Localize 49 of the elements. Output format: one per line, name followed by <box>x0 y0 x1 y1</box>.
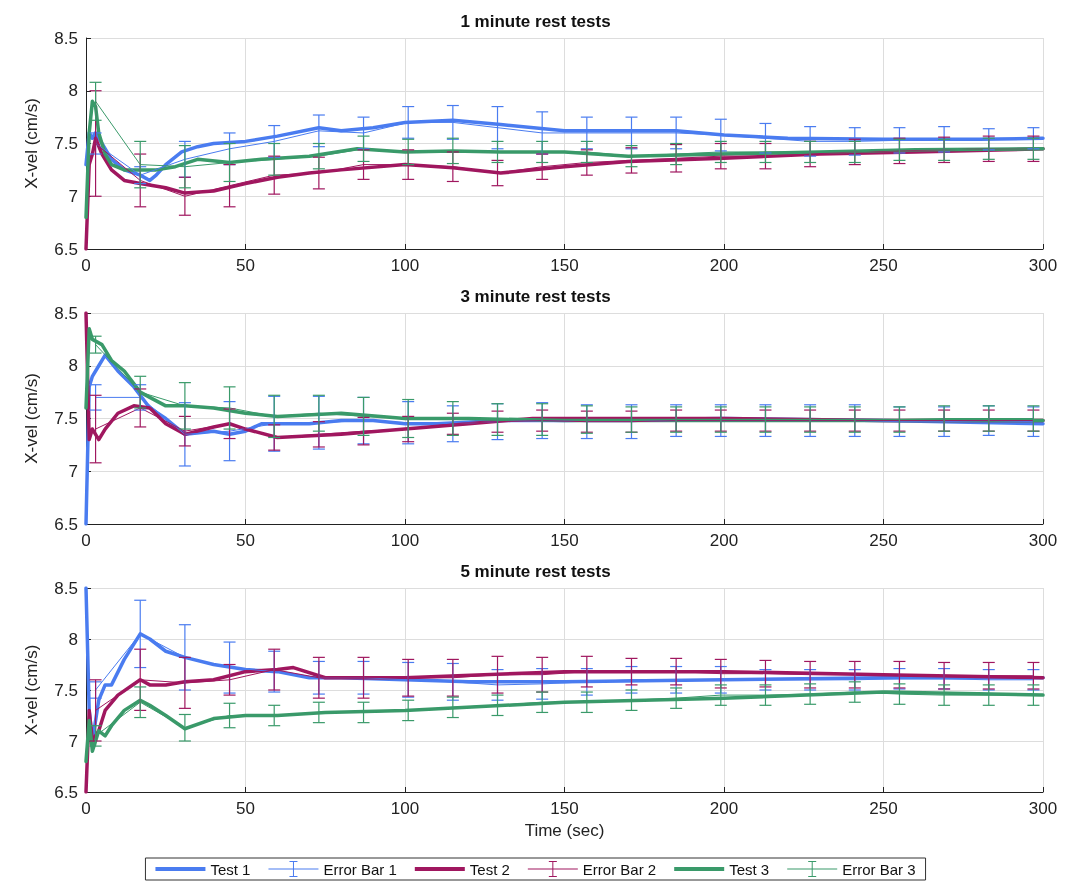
y-axis-title: X-vel (cm/s) <box>22 644 41 736</box>
x-tick-label: 300 <box>1028 799 1058 818</box>
legend-label: Test 3 <box>729 860 770 878</box>
x-tick-label: 100 <box>390 256 420 275</box>
y-tick-label: 7.5 <box>54 409 78 428</box>
x-axis-title: Time (sec) <box>524 820 605 840</box>
y-axis-title: X-vel (cm/s) <box>22 98 41 189</box>
legend-label: Test 2 <box>469 860 510 878</box>
y-tick-label: 7 <box>68 186 78 206</box>
x-tick-label: 250 <box>869 256 898 275</box>
x-tick-label: 200 <box>709 799 739 818</box>
x-tick-label: 100 <box>390 531 420 550</box>
y-axis-title: X-vel (cm/s) <box>22 373 41 464</box>
legend-label: Error Bar 1 <box>323 860 397 878</box>
x-tick-label: 0 <box>81 256 91 275</box>
y-tick-label: 8.5 <box>54 578 78 598</box>
x-tick-label: 200 <box>709 531 739 550</box>
x-tick-label: 150 <box>550 799 579 818</box>
y-tick-label: 6.5 <box>54 782 78 802</box>
x-tick-label: 100 <box>390 799 420 818</box>
y-tick-label: 7 <box>68 731 78 751</box>
y-tick-label: 6.5 <box>54 239 78 259</box>
y-tick-label: 8 <box>68 356 78 376</box>
x-tick-label: 50 <box>236 531 255 550</box>
chart-title: 3 minute rest tests <box>460 287 611 306</box>
y-tick-label: 8.5 <box>54 28 78 48</box>
y-tick-label: 6.5 <box>54 514 78 534</box>
y-tick-label: 7 <box>68 461 78 481</box>
chart-title: 5 minute rest tests <box>460 562 611 581</box>
x-tick-label: 300 <box>1028 256 1058 275</box>
x-tick-label: 0 <box>81 799 91 818</box>
x-tick-label: 250 <box>869 531 898 550</box>
legend-label: Error Bar 3 <box>842 860 916 878</box>
y-tick-label: 8 <box>68 629 78 649</box>
x-tick-label: 250 <box>869 799 898 818</box>
y-tick-label: 8.5 <box>54 303 78 323</box>
x-tick-label: 50 <box>236 256 255 275</box>
y-tick-label: 8 <box>68 81 78 101</box>
x-tick-label: 300 <box>1028 531 1058 550</box>
chart-title: 1 minute rest tests <box>460 12 611 31</box>
x-tick-label: 200 <box>709 256 739 275</box>
x-tick-label: 150 <box>550 256 579 275</box>
x-tick-label: 50 <box>236 799 255 818</box>
legend-label: Test 1 <box>210 860 251 878</box>
x-tick-label: 150 <box>550 531 579 550</box>
x-tick-label: 0 <box>81 531 91 550</box>
y-tick-label: 7.5 <box>54 680 78 700</box>
y-tick-label: 7.5 <box>54 134 78 153</box>
legend-label: Error Bar 2 <box>582 860 657 878</box>
